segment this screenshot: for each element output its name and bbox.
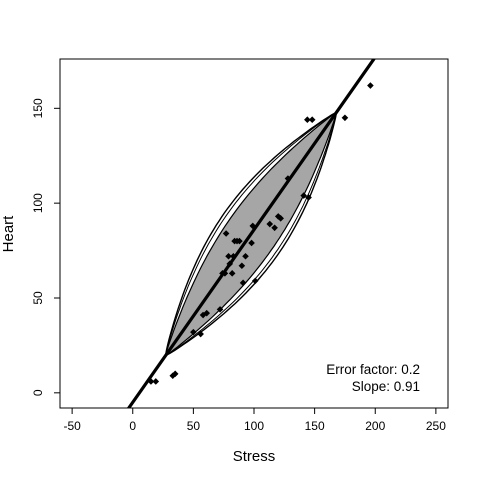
data-point [226, 260, 234, 268]
data-point [147, 378, 155, 385]
data-point [152, 378, 160, 385]
x-tick-label: 150 [305, 419, 325, 433]
data-point [249, 222, 257, 230]
data-point [225, 252, 232, 260]
data-point [230, 252, 237, 260]
x-tick-label: 50 [187, 419, 201, 433]
x-tick-label: 250 [426, 419, 446, 433]
x-axis-title: Stress [233, 448, 276, 465]
data-point [197, 330, 204, 338]
data-point [221, 270, 229, 277]
data-point [239, 279, 247, 287]
data-point [190, 328, 197, 336]
error-factor-annotation: Error factor: 0.2 [326, 362, 420, 377]
data-point [238, 262, 246, 270]
data-point [367, 82, 374, 89]
plot-content [126, 59, 376, 408]
data-point [305, 194, 312, 201]
plot-area [59, 58, 449, 409]
axes: -50 0 50 100 150 200 250 0 50 100 150 [31, 98, 446, 433]
data-point [277, 215, 284, 222]
data-point [300, 192, 308, 199]
regression-line [126, 59, 376, 408]
data-point [216, 306, 224, 313]
y-tick-label: 100 [31, 193, 45, 213]
data-point [203, 309, 211, 317]
slope-annotation: Slope: 0.91 [352, 379, 420, 394]
y-tick-label: 150 [31, 98, 45, 118]
data-point [171, 370, 179, 378]
x-tick-label: 200 [365, 419, 385, 433]
data-point [271, 224, 278, 232]
x-tick-label: 100 [244, 419, 264, 433]
data-point [251, 277, 259, 285]
data-point [284, 175, 292, 182]
data-point [248, 239, 255, 247]
x-tick-label: -50 [63, 419, 81, 433]
x-tick-label: 0 [129, 419, 136, 433]
data-point [236, 237, 243, 245]
data-point [199, 311, 207, 319]
data-point [169, 372, 177, 380]
data-point [308, 116, 316, 123]
y-tick-label: 50 [31, 291, 45, 305]
data-point [266, 220, 274, 228]
data-point [304, 116, 311, 123]
data-point [228, 270, 236, 277]
y-tick-label: 0 [31, 389, 45, 396]
data-point [242, 252, 249, 260]
data-point [222, 230, 230, 237]
y-axis-title: Heart [0, 215, 17, 253]
data-point [341, 114, 349, 122]
